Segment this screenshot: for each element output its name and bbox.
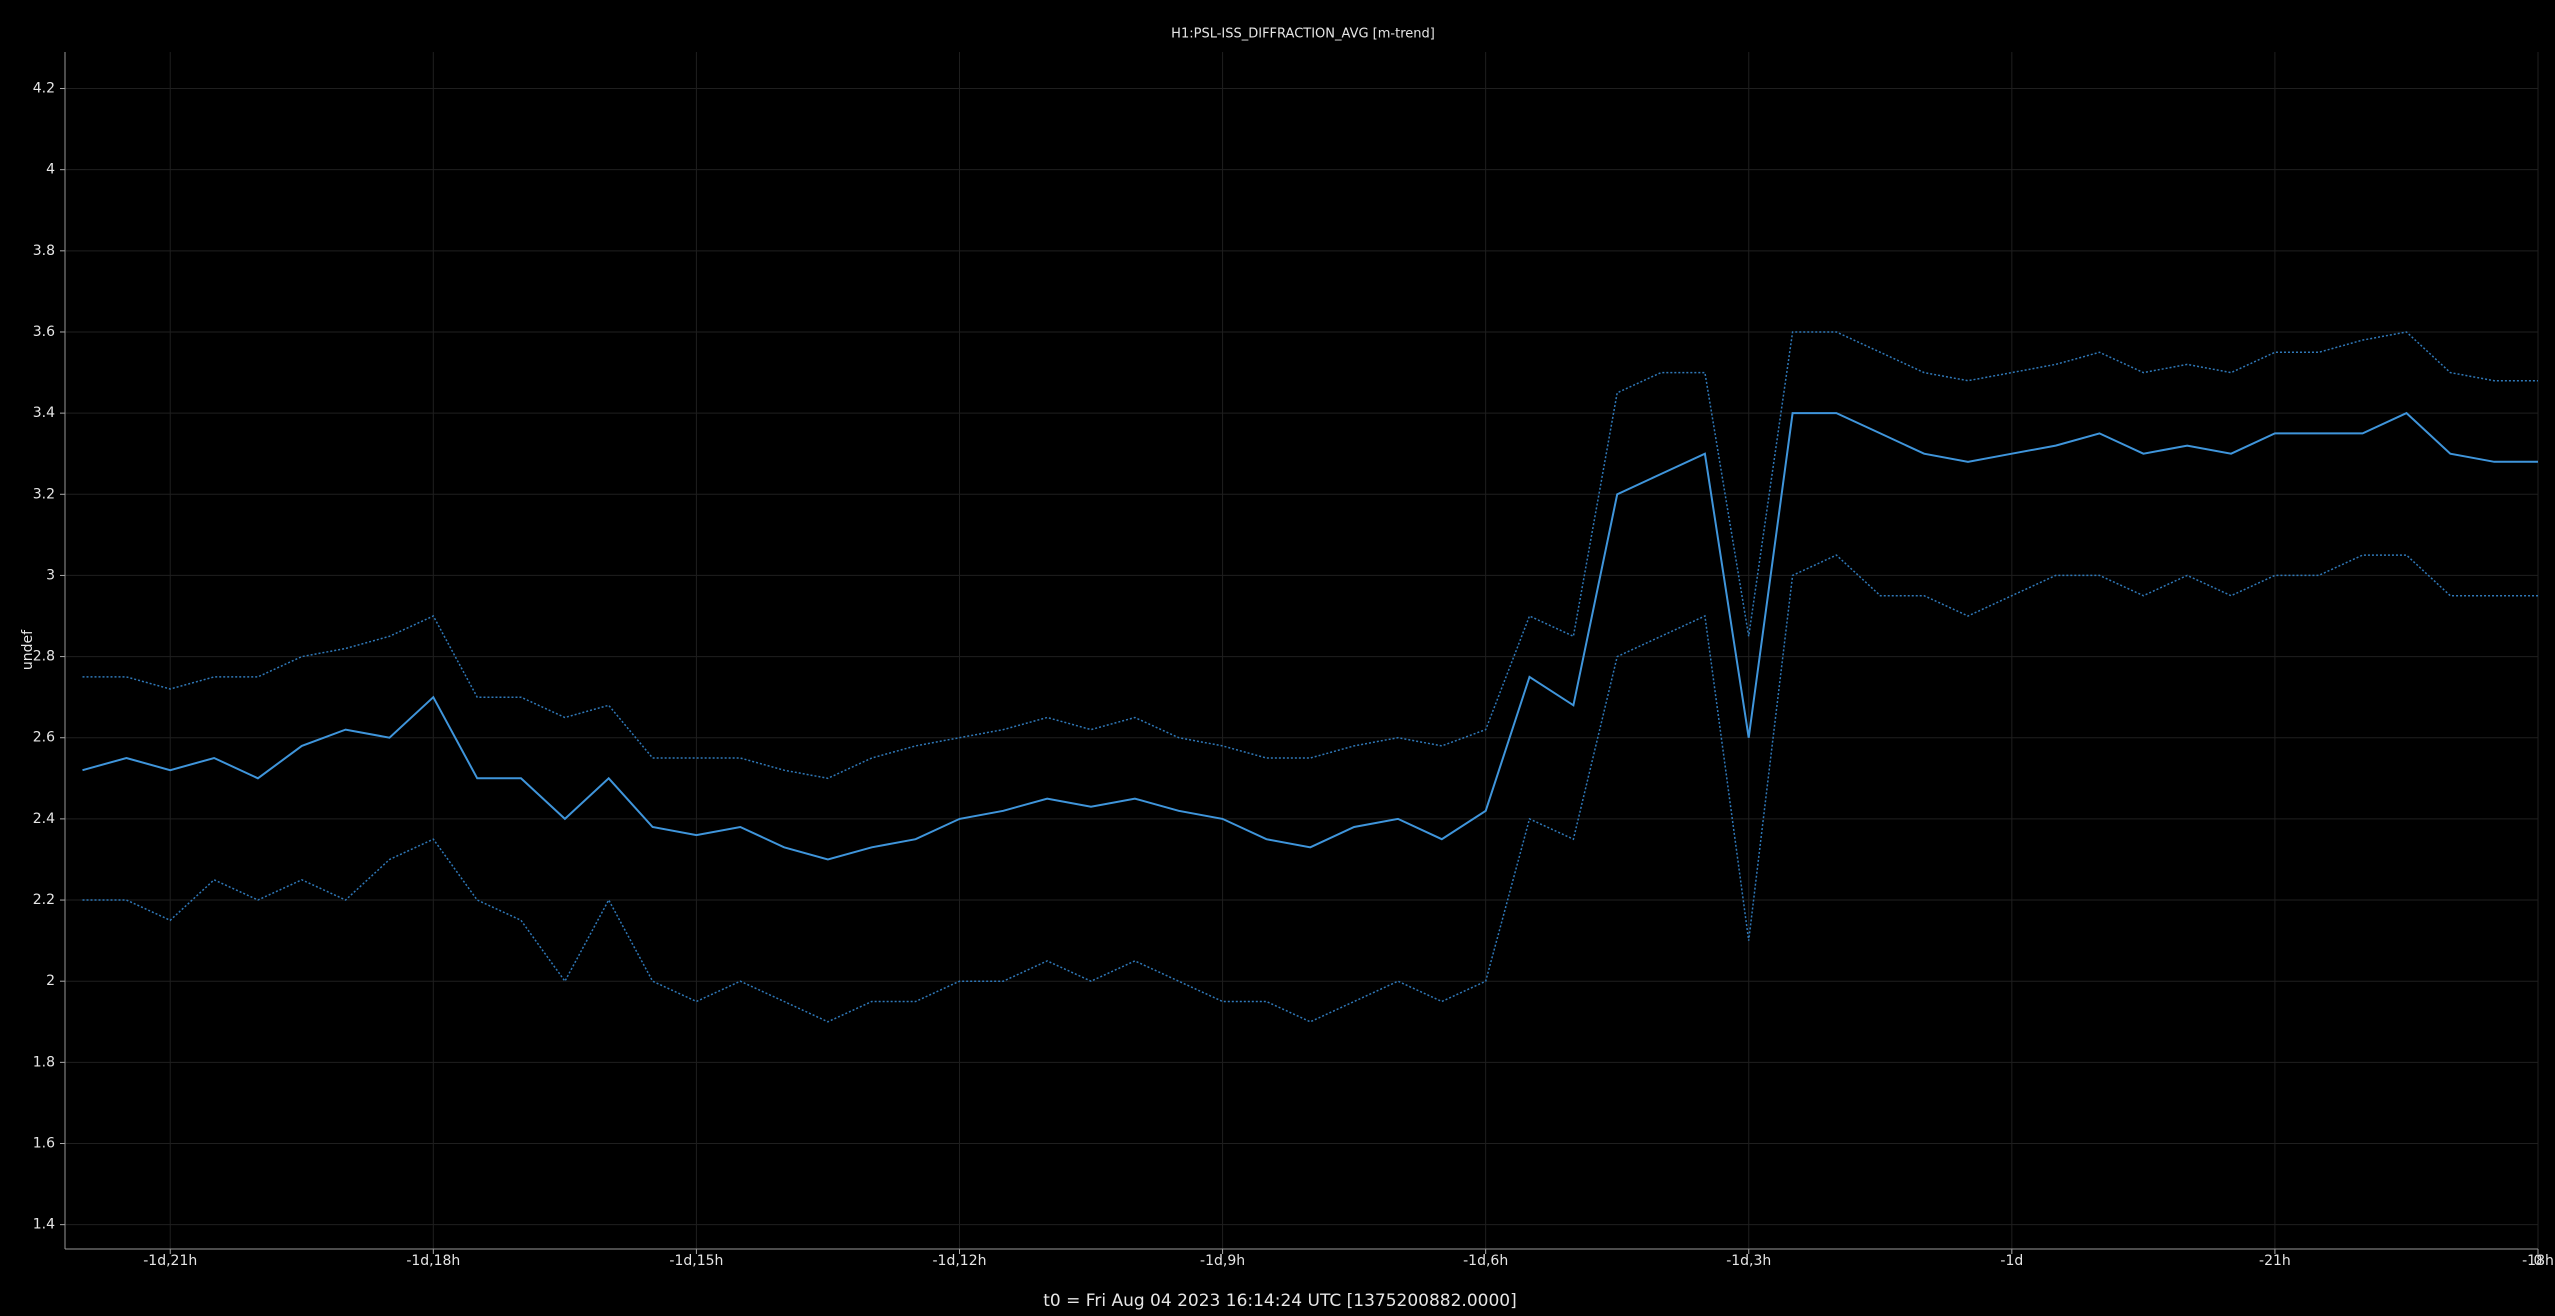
y-axis-label: undef — [20, 629, 36, 670]
y-tick-label: 4 — [46, 162, 55, 178]
x-tick-label: -1d,12h — [932, 1253, 986, 1269]
chart-title: H1:PSL-ISS_DIFFRACTION_AVG [m-trend] — [1171, 27, 1435, 42]
y-tick-label: 2 — [46, 973, 55, 989]
y-tick-label: 3.4 — [33, 405, 55, 421]
x-tick-label: -1d,21h — [143, 1253, 197, 1269]
series-line — [82, 554, 2538, 1023]
y-tick-label: 4.2 — [33, 81, 55, 97]
y-tick-label: 1.8 — [33, 1054, 55, 1070]
y-tick-label: 2.4 — [33, 811, 55, 827]
series-line — [82, 411, 2538, 861]
y-tick-label: 2.2 — [33, 892, 55, 908]
y-tick-label: 2.6 — [33, 730, 55, 746]
x-tick-label: -1d,18h — [406, 1253, 460, 1269]
x-tick-label: -21h — [2259, 1253, 2291, 1269]
y-tick-label: 1.6 — [33, 1136, 55, 1152]
x-tick-label: -1d,6h — [1463, 1253, 1508, 1269]
y-tick-label: 2.8 — [33, 649, 55, 665]
x-tick-label: -1d — [2000, 1253, 2023, 1269]
y-tick-label: 3.8 — [33, 243, 55, 259]
x-tick-label: 0 — [2534, 1253, 2543, 1269]
x-axis-label: t0 = Fri Aug 04 2023 16:14:24 UTC [13752… — [1043, 1291, 1516, 1311]
y-tick-label: 3.2 — [33, 486, 55, 502]
y-tick-label: 3.6 — [33, 324, 55, 340]
series-line — [82, 331, 2538, 780]
x-tick-label: -1d,15h — [669, 1253, 723, 1269]
y-tick-label: 3 — [46, 567, 55, 583]
x-tick-label: -18h — [2522, 1253, 2554, 1269]
x-tick-label: -1d,9h — [1200, 1253, 1245, 1269]
x-tick-label: -1d,3h — [1726, 1253, 1771, 1269]
y-tick-label: 1.4 — [33, 1217, 55, 1233]
